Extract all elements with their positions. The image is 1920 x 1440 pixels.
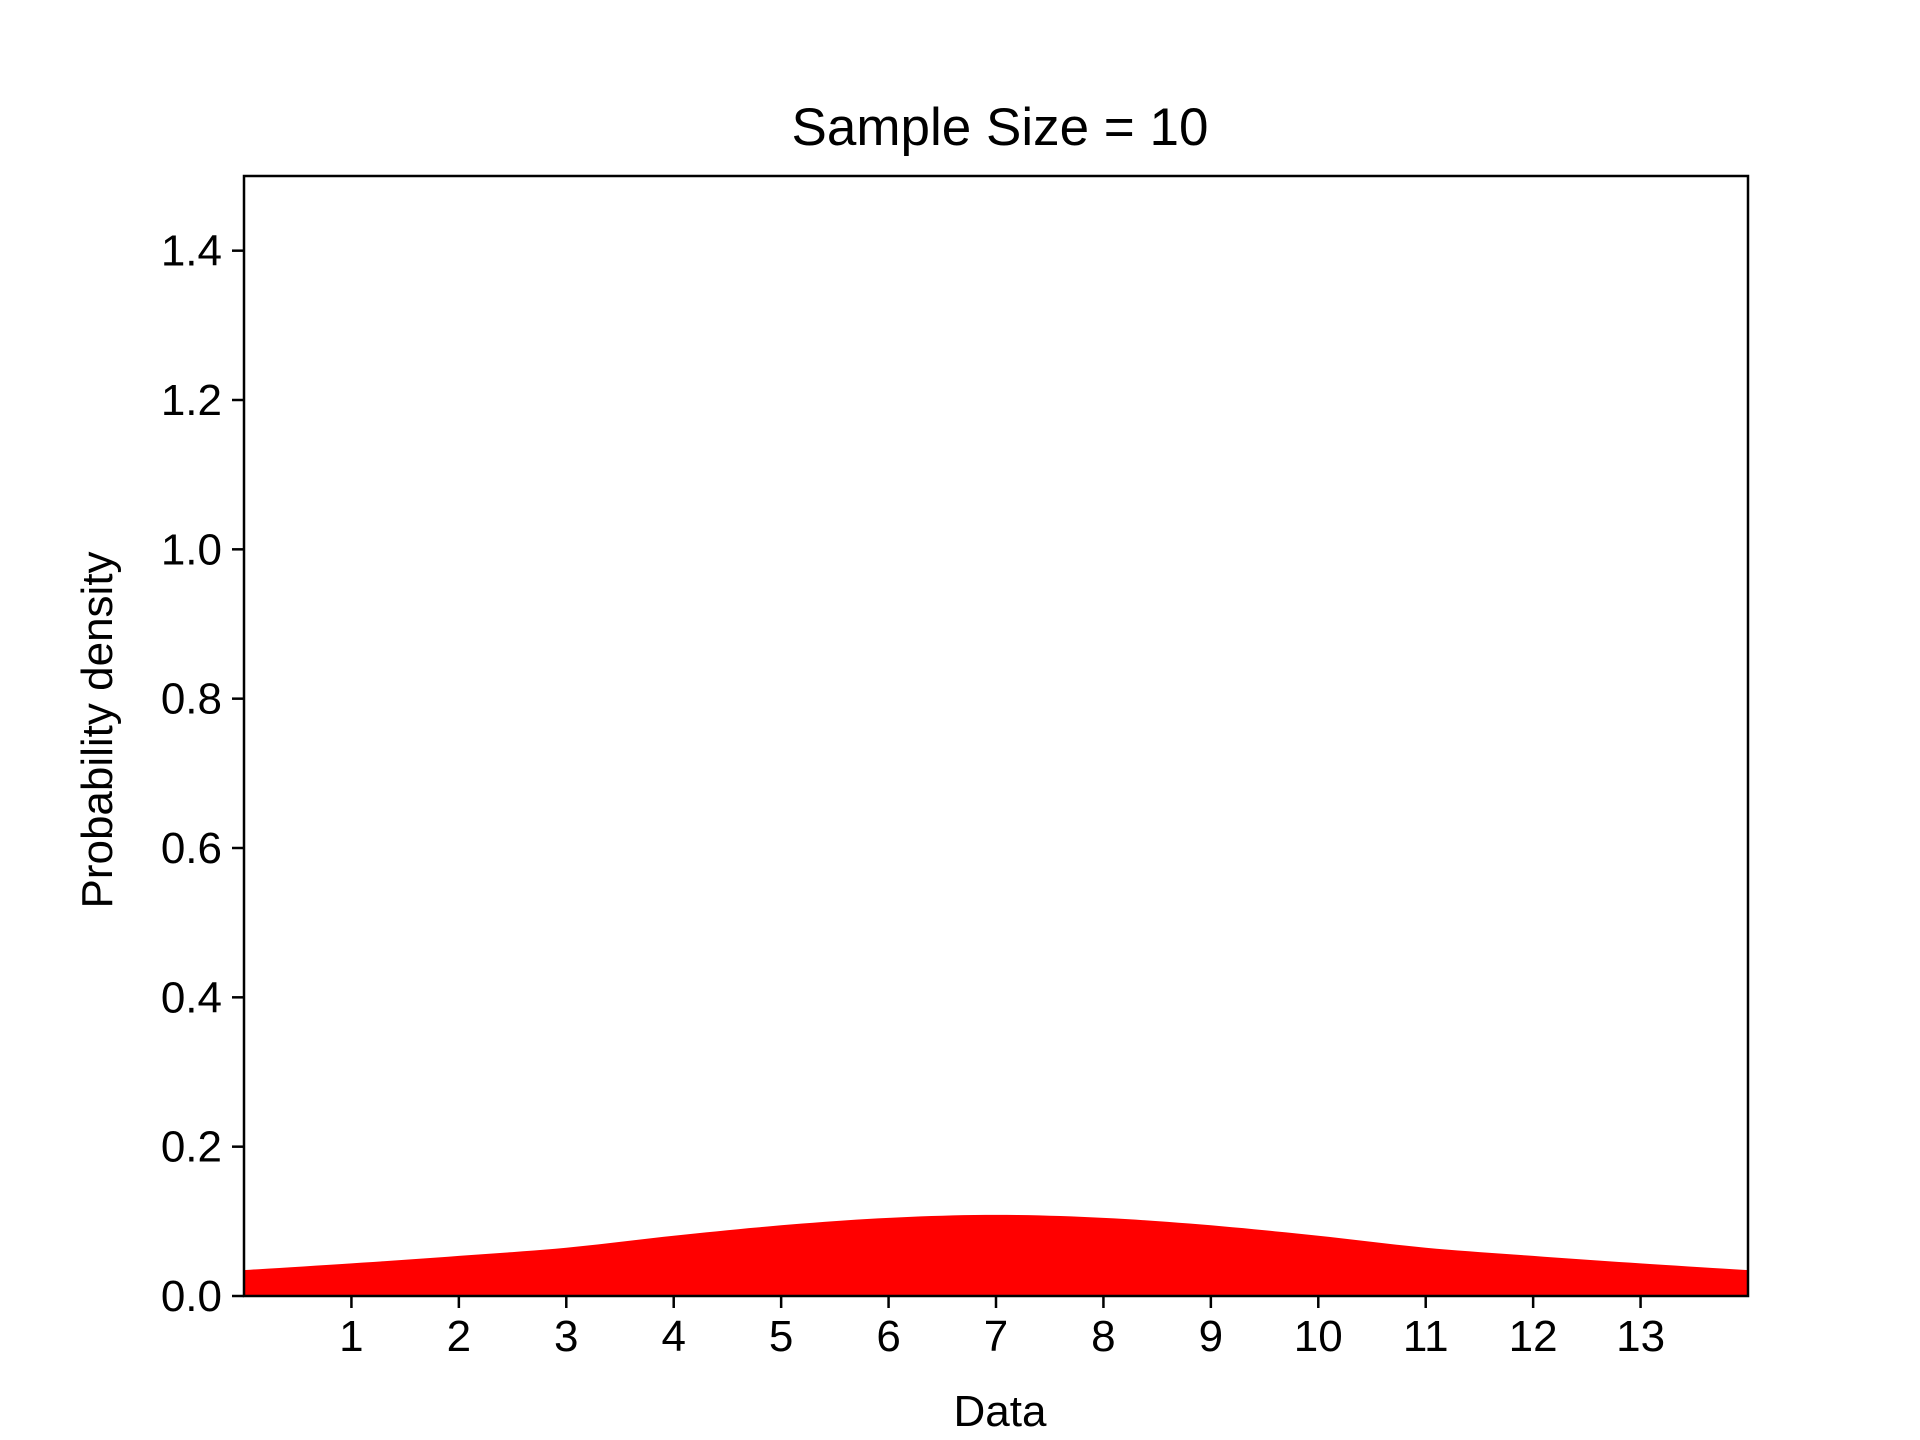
x-tick-label-10: 10 <box>1294 1312 1343 1361</box>
y-tick-label-0.6: 0.6 <box>161 824 222 873</box>
x-tick-label-3: 3 <box>554 1312 578 1361</box>
y-tick-label-1.4: 1.4 <box>161 227 222 276</box>
x-tick-label-11: 11 <box>1403 1312 1449 1361</box>
y-tick-label-1.0: 1.0 <box>161 525 222 574</box>
density-area-series-1 <box>243 1214 1749 1297</box>
y-tick-label-1.2: 1.2 <box>161 376 222 425</box>
x-tick-label-1: 1 <box>339 1312 363 1361</box>
plot-area: 1 2 3 4 5 6 7 8 9 10 11 12 130.00.20.40.60.81.01.21.… <box>161 174 1750 1361</box>
x-tick-label-12: 12 <box>1509 1312 1558 1361</box>
y-tick-label-0.2: 0.2 <box>161 1123 222 1172</box>
x-tick-label-4: 4 <box>661 1312 685 1361</box>
y-tick-label-0.8: 0.8 <box>161 675 222 724</box>
y-axis-label: Probability density <box>73 551 122 908</box>
x-tick-label-2: 2 <box>447 1312 471 1361</box>
x-tick-label-13: 13 <box>1616 1312 1665 1361</box>
x-tick-label-7: 7 <box>984 1312 1008 1361</box>
x-tick-label-9: 9 <box>1199 1312 1223 1361</box>
chart-title: Sample Size = 10 <box>792 98 1209 157</box>
x-tick-label-6: 6 <box>876 1312 900 1361</box>
x-tick-label-8: 8 <box>1091 1312 1115 1361</box>
y-tick-label-0.0: 0.0 <box>161 1272 222 1321</box>
y-tick-label-0.4: 0.4 <box>161 973 222 1022</box>
x-tick-label-5: 5 <box>769 1312 793 1361</box>
x-axis-label: Data <box>954 1387 1047 1436</box>
